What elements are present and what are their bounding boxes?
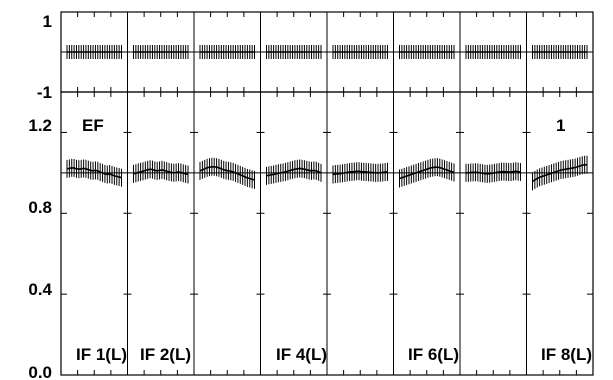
amp-series-line [399,166,455,180]
amp-series-line [532,163,587,183]
amp-segment-4 [266,159,322,185]
source-label-EF: EF [82,116,104,135]
amp-segment-3 [199,157,255,189]
amp-ytick-label-1.2: 1.2 [28,116,52,135]
if-label-6: IF 6(L) [408,345,459,364]
amp-ytick-label-0.0: 0.0 [28,363,52,380]
amp-series-line [199,165,255,181]
amp-series-line [133,168,189,176]
amp-segment-1 [66,158,122,187]
phase-segment-6 [399,45,455,59]
phase-segment-2 [133,45,189,59]
if-label-2: IF 2(L) [140,345,191,364]
phase-segment-3 [199,45,255,59]
phase-segment-5 [332,45,388,59]
amp-series-line [332,170,388,176]
amp-segment-2 [133,160,189,184]
amp-ytick-label-0.8: 0.8 [28,198,52,217]
phase-segment-4 [266,45,322,59]
if-label-4: IF 4(L) [276,345,327,364]
amp-segment-8 [532,155,588,191]
if-label-8: IF 8(L) [541,345,592,364]
phase-segment-8 [532,45,588,59]
amp-series-line [466,170,521,175]
amp-segment-7 [465,162,521,183]
phase-panel: 1 -1 [37,11,594,102]
amp-series-line [266,167,322,177]
amplitude-panel: 1.2 0.8 0.4 0.0 EF 1 IF 1(L) IF 2(L) IF … [28,91,594,380]
amp-series-line [66,166,122,179]
if-label-1: IF 1(L) [76,345,127,364]
phase-segment-7 [465,45,521,59]
phase-ytick-label-bottom: -1 [37,83,52,102]
amp-segment-6 [399,158,455,188]
amp-ytick-label-0.4: 0.4 [28,280,52,299]
phase-segment-1 [66,45,122,59]
amp-segment-5 [332,162,388,184]
antenna-label-1: 1 [556,116,565,135]
phase-ytick-label-top: 1 [43,12,52,31]
